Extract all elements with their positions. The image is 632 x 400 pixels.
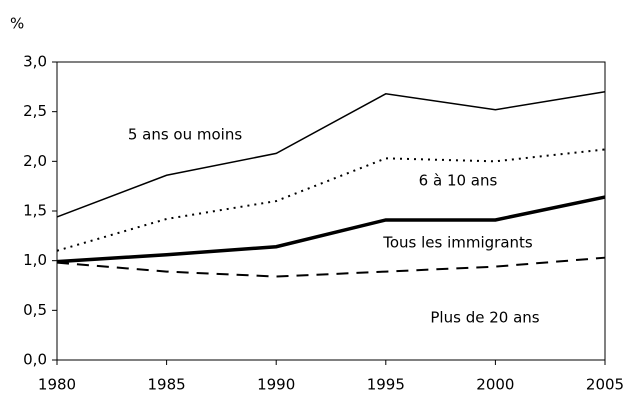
series-line [56, 91, 606, 218]
x-tick-label: 1995 [367, 376, 405, 394]
x-tick-label: 2005 [586, 376, 624, 394]
series-line [56, 148, 606, 252]
series-annotation: 6 à 10 ans [419, 172, 498, 190]
y-axis-label: % [10, 15, 24, 33]
y-tick-label: 0,5 [23, 301, 47, 319]
series-annotation: Plus de 20 ans [430, 309, 539, 327]
x-tick-label: 1990 [257, 376, 295, 394]
x-tick-label: 2000 [476, 376, 514, 394]
x-tick-label: 1980 [38, 376, 76, 394]
series-line [56, 256, 606, 278]
series-annotation: Tous les immigrants [382, 234, 533, 252]
y-tick-label: 3,0 [23, 53, 47, 71]
y-tick-label: 2,5 [23, 102, 47, 120]
y-tick-label: 1,5 [23, 202, 47, 220]
x-tick-label: 1985 [148, 376, 186, 394]
series-annotation: 5 ans ou moins [128, 126, 243, 144]
y-tick-label: 2,0 [23, 152, 47, 170]
y-tick-label: 0,0 [23, 351, 47, 369]
series-line [56, 195, 606, 264]
y-tick-label: 1,0 [23, 251, 47, 269]
